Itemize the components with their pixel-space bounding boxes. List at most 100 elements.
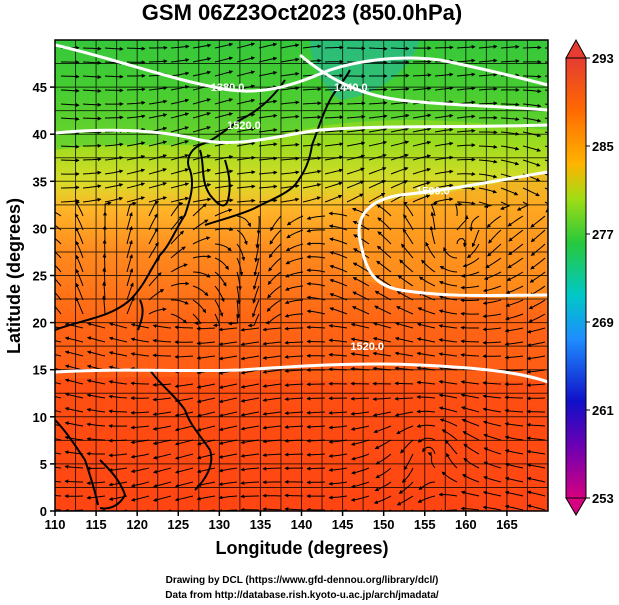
streamline-arrow xyxy=(196,439,216,446)
streamline-arrow xyxy=(390,73,410,78)
streamline-arrow xyxy=(148,307,167,315)
streamline-arrow xyxy=(500,44,520,49)
streamline-arrow xyxy=(346,193,364,203)
streamline-arrow xyxy=(434,72,454,77)
streamline-arrow xyxy=(457,201,476,206)
streamline-arrow xyxy=(504,408,524,413)
streamline-arrow xyxy=(526,436,546,441)
streamline-arrow xyxy=(174,481,194,488)
streamline-arrow xyxy=(350,425,370,431)
streamline-arrow xyxy=(302,87,322,92)
colorbar-label: 261 xyxy=(592,403,614,418)
streamline-arrow xyxy=(530,215,546,228)
streamline-arrow xyxy=(504,490,524,497)
streamline-arrow xyxy=(526,327,546,334)
streamline-arrow xyxy=(302,196,322,203)
y-tick-label: 30 xyxy=(33,221,47,236)
streamline-arrow xyxy=(412,73,432,78)
streamline-arrow xyxy=(236,42,256,49)
streamline-arrow xyxy=(390,167,409,175)
streamline-arrow xyxy=(482,490,502,497)
streamline-arrow xyxy=(262,383,282,388)
streamline-arrow xyxy=(280,57,300,63)
streamline-arrow xyxy=(126,201,137,217)
streamline-arrow xyxy=(352,291,370,301)
streamline-arrow xyxy=(346,180,365,189)
streamline-arrow xyxy=(372,322,392,329)
streamline-arrow xyxy=(368,192,386,203)
streamline-arrow xyxy=(236,215,251,228)
streamline-arrow xyxy=(240,369,260,375)
streamline-arrow xyxy=(324,181,343,189)
streamline-arrow xyxy=(285,271,304,278)
streamline-arrow xyxy=(373,425,392,434)
streamline-arrow xyxy=(346,154,366,161)
streamline-arrow xyxy=(148,200,160,217)
streamline-arrow xyxy=(192,219,209,231)
y-tick-label: 25 xyxy=(33,269,47,284)
streamline-arrow xyxy=(284,424,304,429)
streamline-arrow xyxy=(218,481,238,487)
streamline-arrow xyxy=(86,437,106,442)
streamline-arrow xyxy=(75,282,84,301)
streamline-arrow xyxy=(148,168,167,175)
y-tick-label: 10 xyxy=(33,410,47,425)
contour-1380 xyxy=(55,43,548,93)
streamline-arrow xyxy=(324,194,343,203)
streamline-arrow xyxy=(55,509,62,511)
streamline-arrow xyxy=(416,322,436,329)
streamline-arrow xyxy=(108,453,128,458)
contour-label: 1440.0 xyxy=(334,82,368,94)
streamline-arrow xyxy=(174,453,194,460)
streamline-arrow xyxy=(192,112,211,119)
streamline-arrow xyxy=(328,425,348,430)
streamline-arrow xyxy=(214,257,229,270)
streamline-arrow xyxy=(280,86,300,91)
credit-drawing: Drawing by DCL (https://www.gfd-dennou.o… xyxy=(166,575,439,586)
streamline-arrow xyxy=(328,323,348,329)
streamline-arrow xyxy=(258,142,278,147)
streamline-arrow xyxy=(64,350,84,357)
streamline-arrow xyxy=(306,325,326,330)
streamline-arrow xyxy=(416,409,436,414)
streamline-arrow xyxy=(460,271,480,278)
streamline-arrow xyxy=(504,327,524,333)
streamline-arrow xyxy=(478,187,498,194)
streamline-arrow xyxy=(438,352,458,357)
streamline-arrow xyxy=(82,197,102,203)
streamline-arrow xyxy=(456,58,476,63)
streamline-arrow xyxy=(174,383,194,389)
streamline-arrow xyxy=(368,60,388,65)
streamline-arrow xyxy=(390,100,410,105)
streamline-arrow xyxy=(434,183,454,189)
streamline-arrow xyxy=(500,131,520,136)
streamline-arrow xyxy=(434,127,454,133)
streamline-arrow xyxy=(192,183,212,189)
streamline-arrow xyxy=(403,453,414,471)
streamline-arrow xyxy=(482,299,502,306)
streamline-arrow xyxy=(75,227,84,245)
streamline-arrow xyxy=(214,243,232,252)
plot-area: 1380.0 1440.0 1520.0 1500.0 1520.0 xyxy=(55,40,548,511)
streamline-arrow xyxy=(328,410,348,415)
streamline-arrow xyxy=(456,214,469,231)
streamline-arrow xyxy=(443,246,458,259)
streamline-arrow xyxy=(390,113,410,119)
x-tick-label: 125 xyxy=(167,517,189,532)
streamline-arrow xyxy=(170,263,188,273)
streamline-arrow xyxy=(439,265,458,273)
streamline-arrow xyxy=(306,254,326,259)
streamline-arrow xyxy=(412,167,431,175)
streamline-arrow xyxy=(478,101,498,106)
streamline-arrow xyxy=(214,56,234,63)
streamline-arrow xyxy=(82,157,102,162)
streamline-arrow xyxy=(108,409,128,414)
streamline-arrow xyxy=(417,307,436,315)
streamline-arrow xyxy=(64,392,84,399)
coastline-japan xyxy=(204,69,351,226)
streamline-arrow xyxy=(482,420,502,427)
streamline-arrow xyxy=(522,131,542,138)
streamline-arrow xyxy=(196,383,216,389)
streamline-arrow xyxy=(430,211,436,231)
streamline-arrow xyxy=(350,411,370,416)
